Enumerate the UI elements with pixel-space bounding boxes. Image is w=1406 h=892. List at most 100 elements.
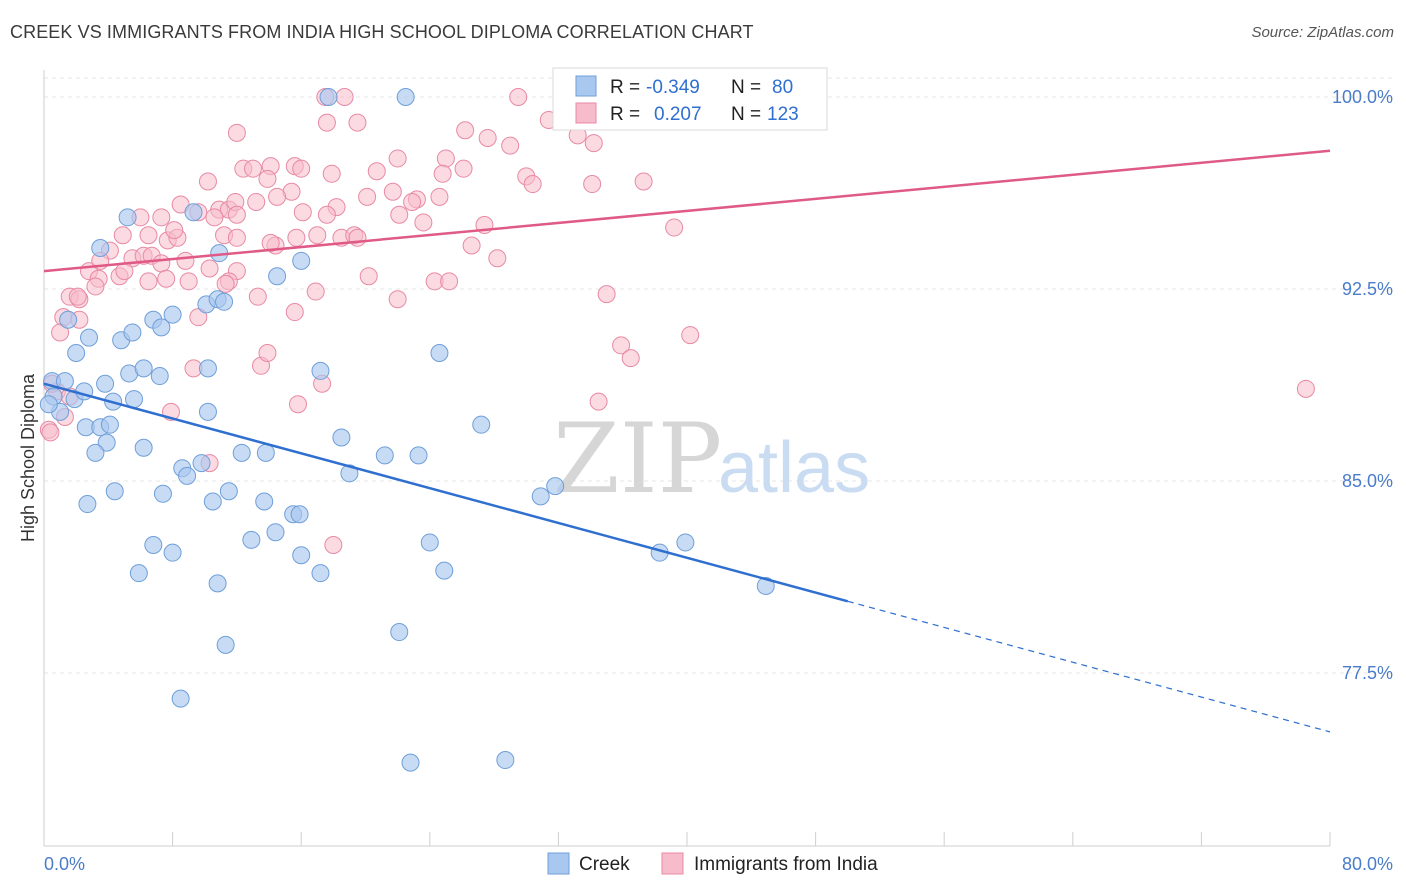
y-tick-label: 85.0% [1342,471,1393,491]
y-tick-label: 100.0% [1332,87,1393,107]
india-point [248,287,267,306]
creek-point [97,433,116,452]
creek-point [178,466,197,485]
creek-point [171,689,190,708]
india-points [39,88,1315,554]
trend-lines [43,149,1331,733]
india-point [227,228,246,247]
india-point [165,221,184,240]
india-point [621,349,640,368]
india-point [247,192,266,211]
india-point [359,267,378,286]
creek-point [332,428,351,447]
creek-point [472,415,491,434]
creek-point [150,367,169,386]
y-tick-label: 92.5% [1342,279,1393,299]
creek-point [319,88,338,106]
x-tick-label-min: 0.0% [44,854,85,874]
y-tick-labels: 77.5% 85.0% 92.5% 100.0% [1332,87,1393,683]
bottom-legend-swatch-creek [547,852,570,875]
india-point [288,395,307,414]
india-point [189,308,208,327]
bottom-legend-label-india: Immigrants from India [694,854,878,875]
india-point [433,164,452,183]
creek-point [420,533,439,552]
india-point [501,136,520,155]
bottom-legend-label-creek: Creek [579,854,630,875]
creek-point [311,361,330,380]
india-point [456,121,475,140]
creek-point [144,536,163,554]
creek-point [401,753,420,772]
india-point [436,149,455,168]
india-point [597,285,616,304]
india-point [152,254,171,273]
india-point [454,159,473,178]
legend-n-label-creek: N = [731,77,761,98]
legend-box [552,67,828,131]
legend-n-label-india: N = [731,104,761,125]
y-tick-label: 77.5% [1342,663,1393,683]
creek-point [163,543,182,562]
creek-point [546,477,565,496]
india-point [205,208,224,227]
creek-point [255,492,274,511]
creek-point [125,390,144,409]
creek-point [292,251,311,270]
india-point [268,187,287,206]
creek-point [292,546,311,565]
creek-point [134,359,153,378]
creek-point [266,523,285,542]
legend-n-value-creek: 80 [772,77,793,98]
india-point [261,233,280,252]
india-point [139,226,158,245]
creek-point [153,484,172,503]
creek-point [59,310,78,329]
legend-swatch-india [575,102,597,124]
creek-point [409,446,428,465]
creek-point [430,344,449,362]
india-point [157,269,176,288]
creek-point [232,443,251,462]
india-point [348,228,367,247]
india-point [113,226,132,245]
india-point [383,182,402,201]
creek-point [676,533,695,552]
creek-point [86,443,105,462]
creek-point [78,495,97,514]
creek-point [118,208,137,227]
y-axis-label: High School Diploma [18,373,38,542]
india-point [324,536,343,554]
india-point [440,272,459,291]
creek-point [256,443,275,462]
india-point [51,323,70,342]
creek-point [39,395,58,414]
creek-points [39,88,775,772]
top-legend: R = -0.349 N = 80 R = 0.207 N = 123 [552,67,828,131]
india-point [322,164,341,183]
india-point [681,326,700,345]
bottom-legend-swatch-india [661,852,684,875]
india-point [179,272,198,291]
india-point [414,213,433,232]
india-point [243,159,262,178]
india-point [258,344,277,362]
india-point [589,392,608,411]
india-point [139,272,158,291]
creek-point [100,415,119,434]
x-tick-marks [43,832,1331,846]
legend-r-label-india: R = [610,104,640,125]
india-point [287,228,306,247]
india-point [584,134,603,153]
creek-point [105,482,124,501]
creek-point [290,505,309,524]
creek-point [531,487,550,506]
legend-r-value-creek: -0.349 [646,77,700,98]
india-point [348,113,367,132]
india-point [388,290,407,309]
creek-point [184,203,203,222]
creek-point [268,267,287,286]
india-point [152,208,171,227]
creek-point [163,305,182,324]
